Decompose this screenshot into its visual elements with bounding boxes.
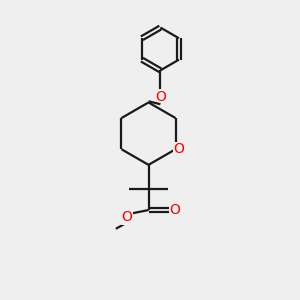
Text: O: O (155, 90, 166, 104)
Text: O: O (122, 210, 133, 224)
Text: O: O (174, 142, 184, 156)
Text: O: O (169, 203, 180, 217)
